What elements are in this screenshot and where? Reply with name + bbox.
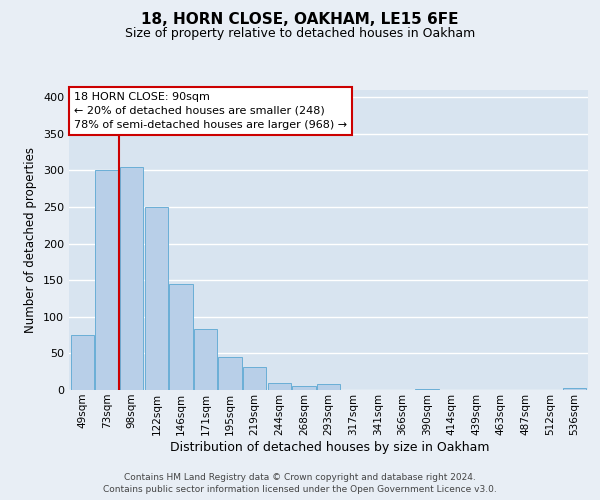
Y-axis label: Number of detached properties: Number of detached properties (25, 147, 37, 333)
Bar (218, 357, 242, 390)
Text: Size of property relative to detached houses in Oakham: Size of property relative to detached ho… (125, 28, 475, 40)
Text: Contains public sector information licensed under the Open Government Licence v3: Contains public sector information licen… (103, 484, 497, 494)
Bar (71, 335, 94, 390)
Bar (243, 366, 266, 390)
Text: Distribution of detached houses by size in Oakham: Distribution of detached houses by size … (170, 441, 490, 454)
Bar (120, 167, 143, 390)
Bar (563, 388, 586, 390)
Text: 18, HORN CLOSE, OAKHAM, LE15 6FE: 18, HORN CLOSE, OAKHAM, LE15 6FE (141, 12, 459, 28)
Bar (194, 330, 217, 390)
Bar (415, 388, 439, 390)
Bar (292, 386, 316, 390)
Bar (145, 207, 168, 390)
Bar (268, 382, 291, 390)
Text: Contains HM Land Registry data © Crown copyright and database right 2024.: Contains HM Land Registry data © Crown c… (124, 473, 476, 482)
Bar (317, 384, 340, 390)
Bar (95, 170, 119, 390)
Text: 18 HORN CLOSE: 90sqm
← 20% of detached houses are smaller (248)
78% of semi-deta: 18 HORN CLOSE: 90sqm ← 20% of detached h… (74, 92, 347, 130)
Bar (169, 284, 193, 390)
